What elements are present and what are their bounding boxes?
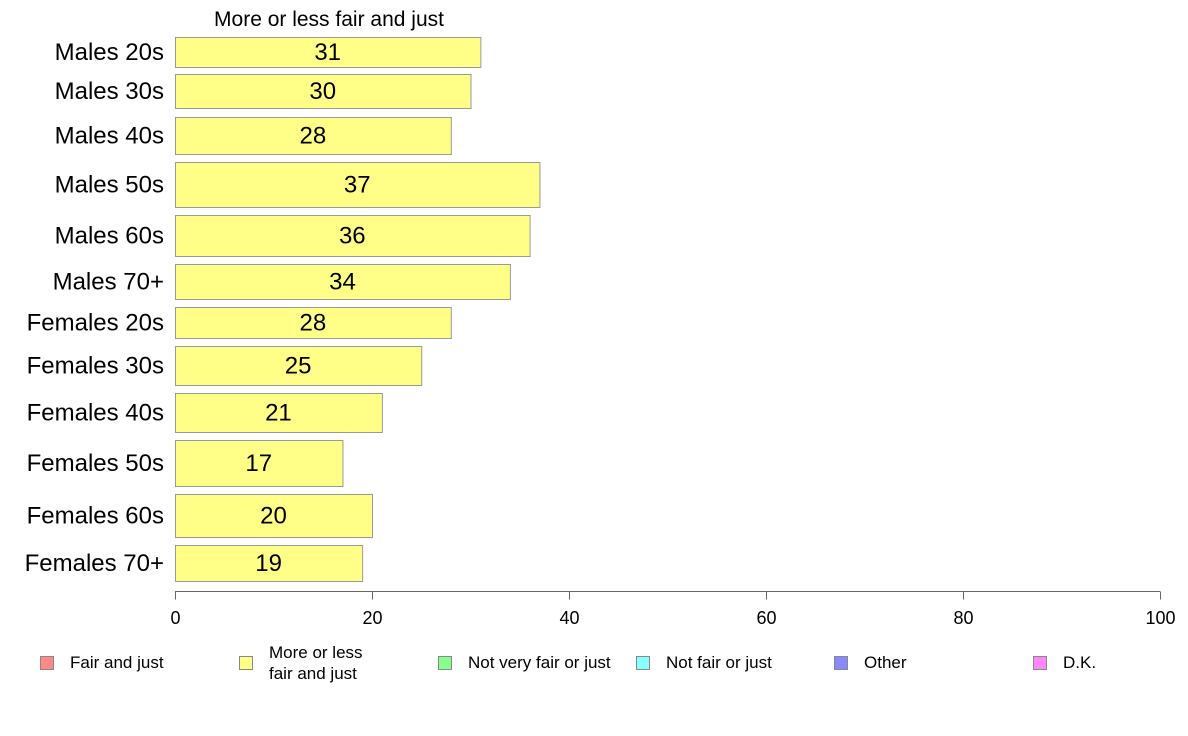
legend-swatch (1033, 655, 1047, 670)
x-tick-label-40: 40 (559, 608, 579, 628)
category-label-males-60s: Males 60s (55, 223, 164, 250)
legend-swatch (40, 655, 54, 670)
bar-females-30s (175, 346, 423, 386)
legend-item-not-very-fair-or-just: Not very fair or just (438, 652, 611, 673)
bar-males-70-plus (175, 264, 511, 300)
legend-label: Fair and just (70, 653, 164, 672)
legend-item-other: Other (834, 652, 907, 673)
bars-group: Males 20s 31 Males 30s 30 Males 40s 28 Males 5… (25, 37, 541, 582)
x-axis: 0 20 40 60 80 100 (170, 591, 1176, 628)
legend-item-fair-and-just: Fair and just (40, 652, 164, 673)
value-label-males-40s: 28 (300, 123, 327, 150)
column-title: More or less fair and just (214, 8, 444, 31)
value-label-males-60s: 36 (339, 223, 366, 250)
value-label-males-20s: 31 (314, 39, 341, 66)
bar-males-60s (175, 215, 531, 257)
value-label-females-70-plus: 19 (255, 550, 282, 577)
category-label-males-40s: Males 40s (55, 123, 164, 150)
value-label-males-30s: 30 (309, 78, 336, 105)
value-label-females-40s: 21 (265, 400, 292, 427)
bar-males-30s (175, 74, 472, 109)
x-tick-label-60: 60 (756, 608, 776, 628)
bar-females-60s (175, 494, 373, 538)
category-label-males-50s: Males 50s (55, 172, 164, 199)
value-label-males-70-plus: 34 (329, 269, 356, 296)
legend-label: Other (864, 653, 907, 672)
bar-males-50s (175, 162, 541, 208)
category-label-males-30s: Males 30s (55, 78, 164, 105)
value-label-females-50s: 17 (245, 450, 272, 477)
bar-females-40s (175, 393, 383, 433)
value-label-females-60s: 20 (260, 503, 287, 530)
legend-label: Not very fair or just (468, 653, 611, 672)
value-label-females-30s: 25 (285, 353, 312, 380)
category-label-females-20s: Females 20s (27, 310, 164, 337)
legend-swatch (438, 655, 452, 670)
legend: Fair and just More or less fair and just N… (0, 640, 1188, 690)
legend-item-not-fair-or-just: Not fair or just (636, 652, 772, 673)
legend-swatch (239, 656, 253, 670)
legend-label: D.K. (1063, 653, 1097, 672)
category-label-males-20s: Males 20s (55, 39, 164, 66)
category-label-females-30s: Females 30s (27, 353, 164, 380)
legend-label: More or less fair and just (269, 643, 363, 683)
bar-females-20s (175, 307, 452, 339)
value-label-females-20s: 28 (300, 310, 327, 337)
x-tick-label-0: 0 (170, 608, 180, 628)
bar-males-20s (175, 37, 482, 68)
x-tick-label-80: 80 (953, 608, 973, 628)
category-label-males-70-plus: Males 70+ (53, 269, 164, 296)
bar-females-50s (175, 440, 344, 487)
x-tick-label-20: 20 (362, 608, 382, 628)
legend-item-more-or-less-fair-and-just: More or less fair and just (239, 642, 389, 684)
category-label-females-50s: Females 50s (27, 450, 164, 477)
value-label-males-50s: 37 (344, 172, 371, 199)
legend-swatch (834, 655, 848, 670)
category-label-females-70-plus: Females 70+ (25, 550, 164, 577)
bar-chart: More or less fair and just Males 20s 31Ma… (25, 8, 1176, 628)
legend-item-d-k: D.K. (1033, 652, 1096, 673)
legend-label: Not fair or just (666, 653, 772, 672)
legend-swatch (636, 655, 650, 670)
x-tick-label-100: 100 (1145, 608, 1175, 628)
category-label-females-60s: Females 60s (27, 503, 164, 530)
category-label-females-40s: Females 40s (27, 400, 164, 427)
bar-females-70-plus (175, 545, 364, 582)
bar-males-40s (175, 117, 452, 155)
